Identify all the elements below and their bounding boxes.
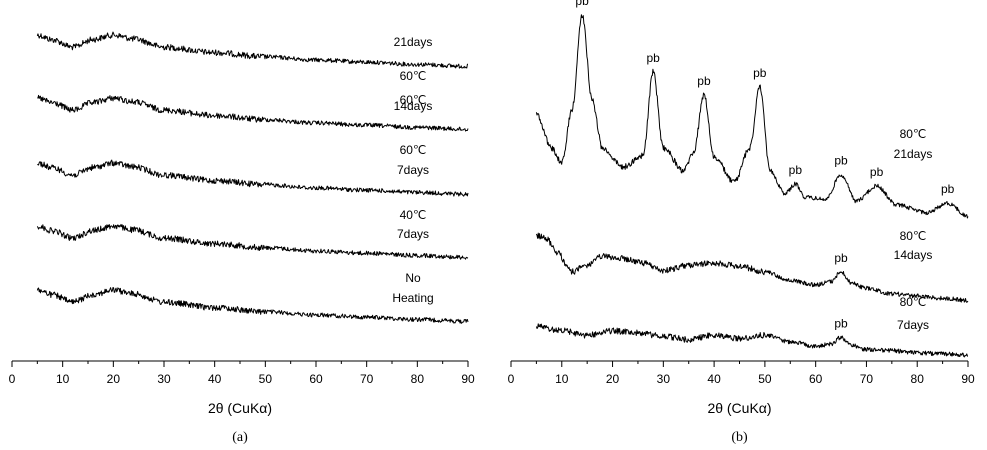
- series-trace: [37, 94, 469, 132]
- peak-annotation: pb: [870, 165, 884, 179]
- x-tick-label: 40: [707, 372, 721, 386]
- series-label-line2: 7days: [397, 227, 429, 241]
- x-tick-label: 60: [809, 372, 823, 386]
- peak-annotation: pb: [834, 251, 848, 265]
- peak-annotation: pb: [834, 316, 848, 330]
- x-tick-label: 30: [157, 372, 171, 386]
- x-tick-label: 10: [56, 372, 70, 386]
- x-tick-label: 90: [961, 372, 975, 386]
- x-tick-label: 0: [9, 372, 16, 386]
- x-tick-label: 20: [107, 372, 121, 386]
- x-tick-label: 90: [461, 372, 475, 386]
- peak-annotation: pb: [697, 74, 711, 88]
- peak-annotation: pb: [646, 51, 660, 65]
- series-trace: [37, 159, 469, 197]
- series-label-line1: 80℃: [900, 229, 927, 243]
- peak-annotation: pb: [834, 154, 848, 168]
- series-label-line1: 60℃: [400, 93, 427, 107]
- panel-b: 0 10 20 30 40 50 60 70 80 90 2θ (CuKα) (b) 80℃ 21days…: [508, 0, 975, 445]
- series-label-line2: 21days: [394, 35, 433, 49]
- series-label-line1: 80℃: [900, 295, 927, 309]
- series-trace: [535, 323, 969, 358]
- x-tick-label: 40: [208, 372, 222, 386]
- x-axis-label: 2θ (CuKα): [707, 400, 771, 416]
- series-trace: [36, 31, 469, 69]
- x-tick-label: 70: [860, 372, 874, 386]
- panel-caption: (b): [731, 430, 748, 445]
- x-tick-label: 20: [606, 372, 620, 386]
- series-label-line1: 80℃: [900, 127, 927, 141]
- series-label-line2: 21days: [894, 147, 933, 161]
- x-tick-label: 70: [360, 372, 374, 386]
- series-label-line1: 60℃: [400, 69, 427, 83]
- x-tick-label: 50: [259, 372, 273, 386]
- series-trace: [535, 14, 969, 219]
- peak-annotation: pb: [575, 0, 589, 8]
- series-trace: [36, 286, 469, 324]
- series-trace: [36, 223, 469, 260]
- x-tick-label: 10: [555, 372, 569, 386]
- series-label-line2: 14days: [394, 99, 433, 113]
- x-axis-label: 2θ (CuKα): [208, 400, 272, 416]
- panel-a: 0 10 20 30 40 50 60 70 80 90 2θ (CuKα) (a) 60℃ 21days…: [9, 31, 475, 445]
- panel-caption: (a): [232, 430, 248, 445]
- series-trace: [535, 232, 969, 303]
- x-tick-label: 0: [508, 372, 515, 386]
- series-label-line1: No: [405, 271, 421, 285]
- series-label-line2: 14days: [894, 248, 933, 262]
- series-label-line2: Heating: [392, 291, 433, 305]
- x-tick-label: 80: [411, 372, 425, 386]
- peak-annotation: pb: [941, 182, 955, 196]
- peak-annotation: pb: [789, 163, 803, 177]
- x-tick-label: 30: [657, 372, 671, 386]
- x-tick-label: 50: [758, 372, 772, 386]
- peak-annotation: pb: [753, 66, 767, 80]
- series-label-line2: 7days: [397, 163, 429, 177]
- x-tick-label: 80: [911, 372, 925, 386]
- series-label-line1: 60℃: [400, 143, 427, 157]
- series-label-line1: 40℃: [400, 208, 427, 222]
- x-tick-label: 60: [309, 372, 323, 386]
- series-label-line2: 7days: [897, 318, 929, 332]
